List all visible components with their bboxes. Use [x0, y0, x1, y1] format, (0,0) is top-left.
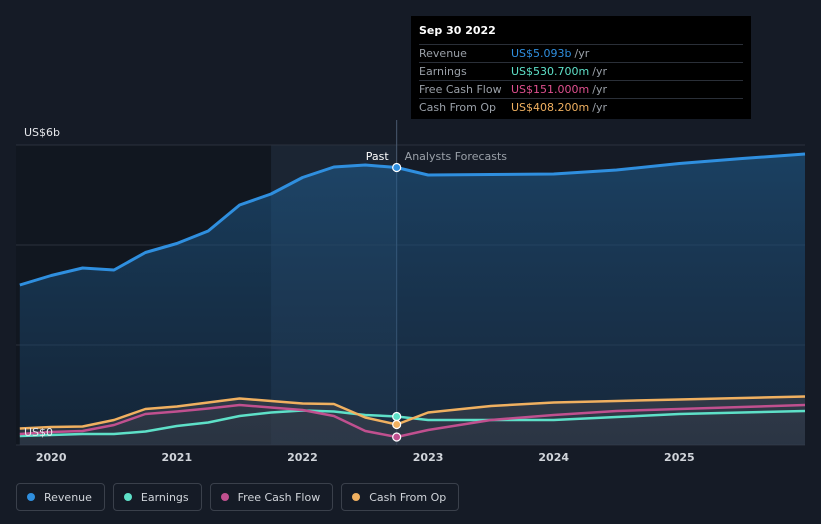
y-axis-label-bottom: US$0 [24, 426, 53, 439]
tooltip-row-revenue: Revenue US$5.093b /yr [419, 44, 743, 62]
x-tick-label: 2021 [162, 451, 193, 464]
legend-label: Earnings [140, 490, 189, 504]
tooltip-label: Revenue [419, 47, 467, 60]
legend-item-cash-from-op[interactable]: Cash From Op [341, 483, 460, 511]
revenue-area [19, 154, 806, 445]
legend-label: Revenue [44, 490, 92, 504]
legend-dot-icon [220, 493, 229, 501]
cash-from-op-line [19, 395, 806, 430]
legend-item-revenue[interactable]: Revenue [16, 483, 105, 511]
legend-dot-icon [27, 493, 35, 501]
revenue-marker [392, 162, 402, 173]
x-tick-label: 2020 [36, 451, 67, 464]
tooltip-value: US$408.200m [511, 101, 590, 114]
tooltip: Sep 30 2022 Revenue US$5.093b /yr Earnin… [411, 16, 751, 119]
x-tick-label: 2023 [413, 451, 444, 464]
tooltip-value: US$151.000m [511, 83, 590, 96]
legend-label: Cash From Op [369, 490, 447, 504]
past-label: Past [366, 150, 390, 163]
tooltip-row-free-cash-flow: Free Cash Flow US$151.000m /yr [419, 80, 743, 98]
tooltip-unit: /yr [574, 47, 590, 60]
legend-dot-icon [352, 493, 361, 501]
earnings-line [19, 409, 806, 438]
x-tick-label: 2022 [287, 451, 318, 464]
tooltip-value: US$530.700m [511, 65, 590, 78]
forecast-label: Analysts Forecasts [405, 150, 508, 163]
tooltip-unit: /yr [592, 101, 607, 114]
free-cash-flow-marker [392, 432, 402, 442]
x-tick-label: 2025 [664, 451, 695, 464]
tooltip-date: Sep 30 2022 [419, 24, 496, 37]
revenue-line [19, 152, 806, 287]
legend: Revenue Earnings Free Cash Flow Cash Fro… [16, 483, 460, 511]
tooltip-row-earnings: Earnings US$530.700m /yr [419, 62, 743, 80]
y-axis-label-top: US$6b [24, 126, 60, 139]
tooltip-value: US$5.093b [511, 47, 572, 60]
legend-label: Free Cash Flow [237, 490, 321, 504]
x-tick-label: 2024 [538, 451, 569, 464]
earnings-marker [392, 411, 402, 422]
tooltip-label: Free Cash Flow [419, 83, 502, 96]
legend-item-free-cash-flow[interactable]: Free Cash Flow [209, 483, 334, 511]
tooltip-unit: /yr [592, 65, 607, 78]
tooltip-unit: /yr [592, 83, 607, 96]
tooltip-label: Earnings [419, 65, 467, 78]
legend-item-earnings[interactable]: Earnings [112, 483, 202, 511]
tooltip-label: Cash From Op [419, 101, 497, 114]
tooltip-row-cash-from-op: Cash From Op US$408.200m /yr [419, 98, 743, 116]
legend-dot-icon [123, 493, 132, 501]
cash-from-op-marker [392, 419, 402, 430]
free-cash-flow-line [19, 403, 806, 439]
